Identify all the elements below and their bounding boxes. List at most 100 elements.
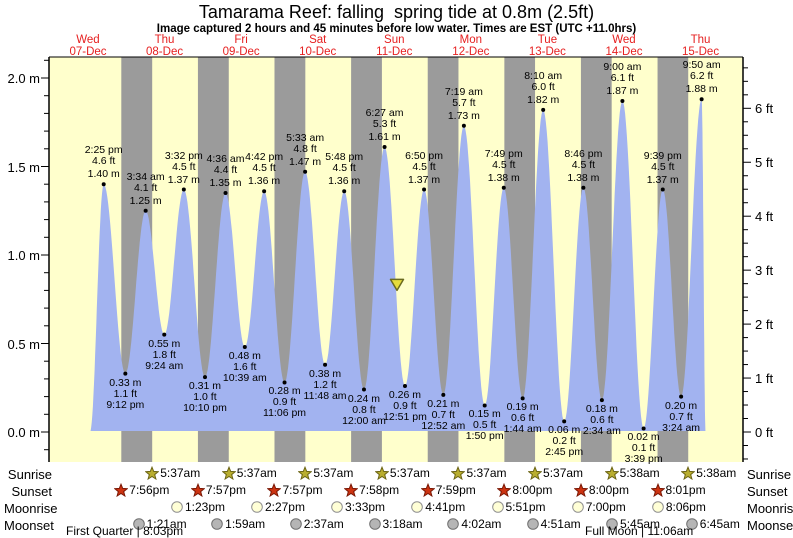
sunrise-icon (298, 466, 313, 480)
high-tide-annotation: 3:34 am 4.1 ft 1.25 m (126, 170, 165, 207)
high-tide-annotation: 7:49 pm 4.5 ft 1.38 m (484, 147, 523, 184)
tide-point (699, 97, 704, 102)
sunrise-time: 5:37am (313, 466, 354, 480)
sunset-time: 8:00pm (588, 483, 629, 497)
low-tide-annotation: 0.18 m 0.6 ft 2:34 am (582, 403, 621, 438)
moonset-time: 4:02am (461, 517, 502, 531)
row-label-sunset: Sunset (11, 484, 52, 499)
moonset-event: 1:21am (132, 517, 187, 531)
moonset-time: 3:18am (382, 517, 423, 531)
high-tide-annotation: 7:19 am 5.7 ft 1.73 m (444, 85, 483, 122)
row-label-moonset: Moonset (4, 518, 54, 533)
sunrise-time: 5:38am (619, 466, 660, 480)
low-tide-annotation: 0.24 m 0.8 ft 12:00 am (342, 392, 386, 427)
tide-point (242, 345, 247, 350)
day-label: Wed 14-Dec (605, 34, 643, 58)
page-title: Tamarama Reef: falling spring tide at 0.… (198, 2, 595, 22)
tide-point (262, 189, 267, 194)
tide-point (162, 332, 167, 337)
sunset-time: 8:01pm (665, 483, 706, 497)
high-tide-annotation: 9:50 am 6.2 ft 1.88 m (682, 59, 721, 96)
sunset-time: 7:56pm (129, 483, 170, 497)
moon-phase-first-quarter: First Quarter | 8:03pm (66, 524, 184, 538)
moonrise-time: 8:06pm (665, 500, 706, 514)
moonset-icon (685, 518, 698, 530)
y-axis-left-label: 0.0 m (7, 425, 40, 440)
moonset-event: 1:59am (210, 517, 265, 531)
low-tide-annotation: 0.02 m 0.1 ft 3:39 pm (624, 431, 663, 466)
sunset-icon (420, 483, 435, 497)
sunset-icon (497, 483, 512, 497)
moonset-icon (606, 518, 618, 530)
tide-point (520, 396, 525, 401)
high-tide-annotation: 3:32 pm 4.5 ft 1.37 m (164, 149, 203, 186)
moonset-event: 6:45am (685, 517, 740, 531)
sunset-icon (344, 483, 359, 497)
sunrise-event: 5:37am (528, 466, 583, 480)
low-tide-annotation: 0.28 m 0.9 ft 11:06 pm (263, 385, 307, 420)
sunrise-icon (145, 466, 160, 480)
low-tide-annotation: 0.20 m 0.7 ft 3:24 am (662, 399, 701, 434)
tide-point (482, 403, 487, 408)
y-axis-left-label: 1.0 m (7, 248, 40, 263)
tide-point (342, 189, 347, 194)
day-label: Thu 08-Dec (146, 34, 184, 58)
sunrise-time: 5:37am (389, 466, 430, 480)
moonrise-time: 4:41pm (425, 500, 466, 514)
chart-subtitle: Image captured 2 hours and 45 minutes be… (156, 23, 637, 35)
low-tide-annotation: 0.33 m 1.1 ft 9:12 pm (106, 376, 145, 411)
moonset-icon (526, 518, 539, 530)
sunset-icon (267, 483, 282, 497)
moonrise-time: 5:51pm (505, 500, 546, 514)
tide-point (562, 419, 567, 424)
low-tide-annotation: 0.15 m 0.5 ft 1:50 pm (465, 408, 504, 443)
high-tide-annotation: 6:27 am 5.3 ft 1.61 m (365, 107, 404, 144)
tide-point (620, 99, 625, 104)
high-tide-annotation: 5:48 pm 4.5 ft 1.36 m (325, 151, 364, 188)
high-tide-annotation: 4:42 pm 4.5 ft 1.36 m (245, 151, 284, 188)
row-label-moonrise: Moonrise (4, 501, 58, 516)
sunrise-icon (681, 466, 696, 480)
row-label-moonset: Moonset (747, 518, 793, 533)
sunset-event: 7:57pm (190, 483, 246, 497)
low-tide-annotation: 0.48 m 1.6 ft 10:39 am (222, 350, 267, 385)
y-axis-right-label: 5 ft (755, 155, 774, 171)
moonrise-icon (411, 501, 424, 513)
sunrise-event: 5:37am (451, 466, 507, 480)
sunset-event: 8:01pm (650, 483, 706, 497)
row-label-sunrise: Sunrise (7, 467, 52, 482)
sunset-event: 7:56pm (114, 483, 169, 497)
moonrise-icon (331, 501, 343, 513)
moonset-time: 5:45am (620, 517, 661, 531)
moonset-time: 1:59am (225, 517, 266, 531)
moonrise-icon (491, 501, 504, 513)
sunrise-icon (221, 466, 236, 480)
tide-point (501, 185, 506, 190)
sunset-time: 7:58pm (359, 483, 400, 497)
sunset-icon (650, 483, 665, 497)
tide-point (441, 392, 446, 397)
high-tide-annotation: 9:39 pm 4.5 ft 1.37 m (643, 149, 682, 186)
tide-point (361, 387, 366, 392)
tide-point (323, 362, 328, 367)
sunset-time: 8:00pm (512, 483, 553, 497)
tide-point (402, 383, 407, 388)
row-label-moonrise: Moonrise (747, 501, 793, 516)
high-tide-annotation: 8:46 pm 4.5 ft 1.38 m (564, 147, 603, 184)
tide-point (202, 375, 207, 380)
row-label-sunrise: Sunrise (747, 467, 792, 482)
high-tide-annotation: 9:00 am 6.1 ft 1.87 m (603, 61, 642, 98)
low-tide-annotation: 0.55 m 1.8 ft 9:24 am (145, 337, 184, 372)
moonrise-event: 7:00pm (571, 500, 626, 514)
tide-point (282, 380, 287, 385)
tide-point (461, 123, 466, 128)
sunset-event: 7:58pm (344, 483, 399, 497)
sunrise-icon (374, 466, 389, 480)
low-tide-annotation: 0.26 m 0.9 ft 12:51 pm (383, 388, 427, 423)
moonset-time: 2:37am (303, 517, 344, 531)
tide-point (660, 187, 665, 192)
high-tide-annotation: 8:10 am 6.0 ft 1.82 m (524, 69, 563, 106)
sunset-icon (190, 483, 205, 497)
moonset-event: 5:45am (605, 517, 660, 531)
